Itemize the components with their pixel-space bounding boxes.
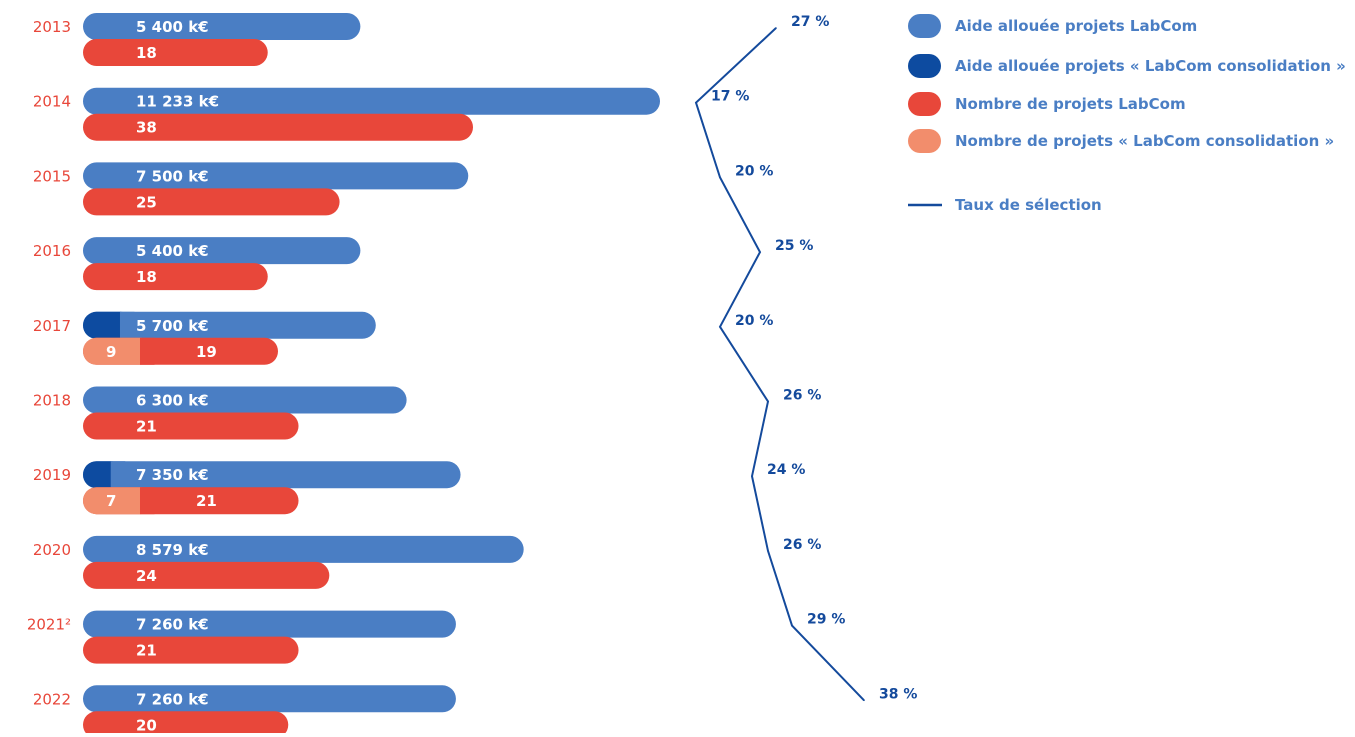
year-label: 2020	[33, 541, 71, 559]
bar-aide-labcom	[83, 311, 376, 339]
projets-value-label: 19	[196, 343, 217, 361]
bar-projets-consolidation	[83, 337, 154, 365]
year-label: 2019	[33, 466, 71, 484]
projets-value-label: 21	[136, 642, 157, 660]
projets-value-label: 18	[136, 268, 157, 286]
year-label: 2022	[33, 690, 71, 708]
selection-rate-label: 26 %	[783, 388, 821, 404]
projets-value-label: 21	[136, 418, 157, 436]
bar-aide-labcom	[83, 13, 361, 40]
aide-value-label: 7 260 k€	[136, 616, 209, 634]
year-label: 2018	[33, 392, 71, 410]
bar-projets-labcom	[83, 711, 289, 737]
bar-projets-labcom	[83, 113, 473, 141]
selection-rate-label: 20 %	[735, 163, 773, 179]
legend-projets-consolidation-swatch	[908, 129, 941, 153]
selection-rate-point	[759, 251, 761, 253]
selection-rate-point	[767, 400, 769, 403]
legend-aide-consolidation-label: Aide allouée projets « LabCom consolidat…	[955, 57, 1346, 75]
selection-rate-line	[694, 27, 865, 701]
legend-projets-labcom-swatch	[908, 92, 941, 116]
aide-value-label: 5 400 k€	[136, 242, 209, 260]
bar-aide-labcom	[83, 610, 456, 638]
aide-value-label: 7 500 k€	[136, 167, 209, 185]
selection-rate-point	[695, 101, 697, 104]
selection-rate-label: 26 %	[783, 537, 821, 553]
projets-value-label: 18	[136, 44, 157, 62]
legend-taux-label: Taux de sélection	[955, 196, 1102, 214]
bar-projets-labcom	[83, 39, 268, 66]
aide-value-label: 11 233 k€	[136, 93, 219, 111]
selection-rate-label: 17 %	[711, 89, 749, 105]
selection-rate-point	[767, 550, 769, 552]
year-label: 2017	[33, 317, 71, 335]
year-label: 2013	[33, 18, 71, 36]
bar-aide-labcom	[83, 237, 361, 265]
bar-projets-labcom	[83, 636, 299, 664]
bar-aide-labcom	[83, 162, 469, 190]
legend-projets-labcom-label: Nombre de projets LabCom	[955, 95, 1186, 113]
projets-consolidation-value-label: 7	[106, 492, 116, 510]
legend-aide-labcom-label: Aide allouée projets LabCom	[955, 17, 1197, 35]
bar-projets-labcom	[83, 561, 330, 589]
selection-rate-label: 24 %	[767, 462, 805, 478]
selection-rate-label: 27 %	[791, 14, 829, 30]
selection-rate-point	[751, 475, 753, 478]
year-label: 2016	[33, 242, 71, 260]
aide-value-label: 7 350 k€	[136, 466, 209, 484]
bar-aide-labcom	[83, 386, 407, 414]
bar-projets-labcom-joint	[140, 487, 155, 515]
projets-value-label: 21	[196, 492, 217, 510]
aide-value-label: 5 700 k€	[136, 317, 209, 335]
projets-value-label: 20	[136, 716, 157, 733]
selection-rate-point	[719, 326, 721, 328]
legend-aide-labcom-swatch	[908, 14, 941, 38]
legend-projets-consolidation-label: Nombre de projets « LabCom consolidation…	[955, 132, 1334, 150]
selection-rate-point	[719, 176, 721, 179]
selection-rate-label: 20 %	[735, 313, 773, 329]
selection-rate-label: 29 %	[807, 612, 845, 628]
year-label: 2021²	[27, 616, 71, 634]
selection-rate-label: 25 %	[775, 238, 813, 254]
projets-consolidation-value-label: 9	[106, 343, 116, 361]
bar-projets-labcom-joint	[140, 337, 155, 365]
aide-value-label: 5 400 k€	[136, 18, 209, 36]
selection-rate-point	[791, 624, 793, 627]
bar-aide-labcom	[83, 87, 660, 115]
projets-value-label: 24	[136, 567, 157, 585]
bar-aide-labcom-joint	[119, 311, 135, 339]
legend-aide-consolidation-swatch	[908, 54, 941, 78]
selection-rate-label: 38 %	[879, 686, 917, 702]
selection-rate-point	[775, 27, 777, 29]
bar-projets-consolidation	[83, 487, 154, 515]
bar-aide-labcom-joint	[110, 461, 126, 489]
aide-value-label: 6 300 k€	[136, 392, 209, 410]
bar-projets-labcom	[83, 188, 340, 216]
bar-aide-labcom	[83, 535, 524, 563]
selection-rate-point	[863, 699, 865, 702]
bar-aide-labcom	[83, 461, 461, 489]
bar-projets-labcom	[83, 263, 268, 291]
projets-value-label: 38	[136, 119, 157, 137]
aide-value-label: 7 260 k€	[136, 690, 209, 708]
year-label: 2014	[33, 93, 71, 111]
projets-value-label: 25	[136, 193, 157, 211]
bar-projets-labcom	[83, 412, 299, 440]
bar-aide-labcom	[83, 685, 456, 713]
aide-value-label: 8 579 k€	[136, 541, 209, 559]
year-label: 2015	[33, 167, 71, 185]
